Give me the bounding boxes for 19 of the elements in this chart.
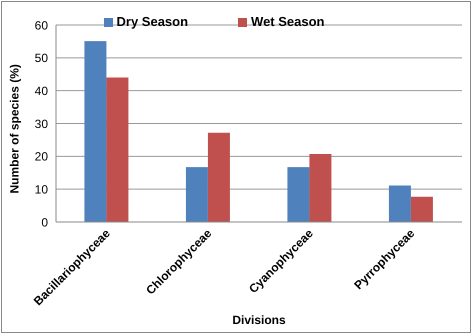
bar xyxy=(287,167,310,222)
x-axis-title: Divisions xyxy=(232,313,286,327)
bar xyxy=(309,154,332,222)
bar xyxy=(84,41,106,222)
y-tick-label: 60 xyxy=(34,18,48,32)
y-tick-label: 0 xyxy=(41,215,48,230)
bar xyxy=(208,132,230,222)
legend-label: Wet Season xyxy=(251,14,324,29)
bar xyxy=(388,186,411,222)
bar xyxy=(410,196,433,222)
y-tick-label: 50 xyxy=(34,51,48,66)
y-tick-label: 20 xyxy=(34,150,48,164)
bar xyxy=(186,167,208,222)
y-tick-label: 40 xyxy=(34,84,48,98)
y-tick-label: 10 xyxy=(34,182,48,196)
bar xyxy=(106,78,128,222)
legend-label: Dry Season xyxy=(116,14,188,29)
y-tick-label: 30 xyxy=(34,116,48,131)
y-axis-title: Number of species (%) xyxy=(7,64,22,194)
